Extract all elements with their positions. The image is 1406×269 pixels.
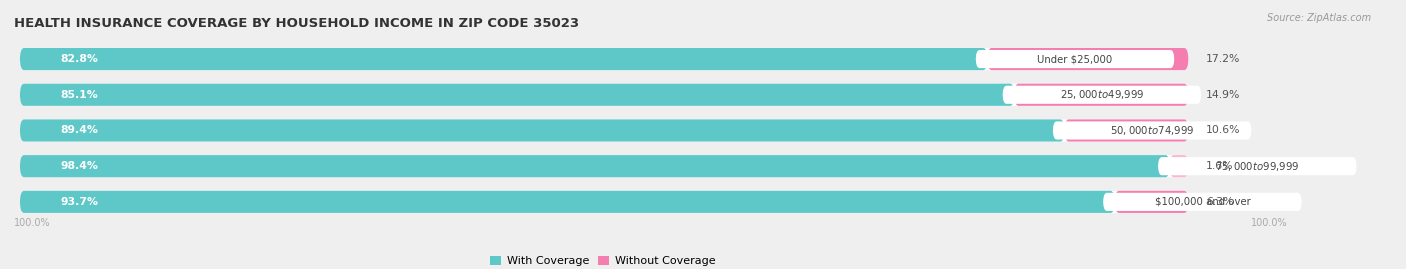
FancyBboxPatch shape <box>1002 86 1201 104</box>
FancyBboxPatch shape <box>1104 193 1302 211</box>
FancyBboxPatch shape <box>987 48 1188 70</box>
FancyBboxPatch shape <box>20 119 1188 141</box>
FancyBboxPatch shape <box>20 48 1188 70</box>
Text: 98.4%: 98.4% <box>60 161 98 171</box>
Text: 100.0%: 100.0% <box>14 218 51 228</box>
Text: 10.6%: 10.6% <box>1206 125 1240 136</box>
Text: 6.3%: 6.3% <box>1206 197 1233 207</box>
Text: 85.1%: 85.1% <box>60 90 98 100</box>
Text: HEALTH INSURANCE COVERAGE BY HOUSEHOLD INCOME IN ZIP CODE 35023: HEALTH INSURANCE COVERAGE BY HOUSEHOLD I… <box>14 17 579 30</box>
FancyBboxPatch shape <box>20 84 1014 106</box>
Text: 100.0%: 100.0% <box>1251 218 1288 228</box>
Text: $50,000 to $74,999: $50,000 to $74,999 <box>1109 124 1194 137</box>
Text: 89.4%: 89.4% <box>60 125 98 136</box>
FancyBboxPatch shape <box>20 155 1170 177</box>
Text: 1.6%: 1.6% <box>1206 161 1233 171</box>
FancyBboxPatch shape <box>1053 121 1251 140</box>
FancyBboxPatch shape <box>20 84 1188 106</box>
FancyBboxPatch shape <box>20 155 1188 177</box>
FancyBboxPatch shape <box>20 48 987 70</box>
FancyBboxPatch shape <box>1159 157 1357 175</box>
FancyBboxPatch shape <box>20 119 1064 141</box>
Text: $25,000 to $49,999: $25,000 to $49,999 <box>1060 88 1144 101</box>
FancyBboxPatch shape <box>20 191 1188 213</box>
Text: 93.7%: 93.7% <box>60 197 98 207</box>
Text: 14.9%: 14.9% <box>1206 90 1240 100</box>
Text: $75,000 to $99,999: $75,000 to $99,999 <box>1215 160 1299 173</box>
Text: 82.8%: 82.8% <box>60 54 98 64</box>
FancyBboxPatch shape <box>976 50 1174 68</box>
FancyBboxPatch shape <box>1064 119 1188 141</box>
Text: $100,000 and over: $100,000 and over <box>1154 197 1250 207</box>
FancyBboxPatch shape <box>1014 84 1188 106</box>
Text: Under $25,000: Under $25,000 <box>1038 54 1112 64</box>
FancyBboxPatch shape <box>1170 155 1188 177</box>
Legend: With Coverage, Without Coverage: With Coverage, Without Coverage <box>491 256 716 266</box>
FancyBboxPatch shape <box>20 191 1115 213</box>
Text: Source: ZipAtlas.com: Source: ZipAtlas.com <box>1267 13 1371 23</box>
FancyBboxPatch shape <box>1115 191 1188 213</box>
Text: 17.2%: 17.2% <box>1206 54 1240 64</box>
